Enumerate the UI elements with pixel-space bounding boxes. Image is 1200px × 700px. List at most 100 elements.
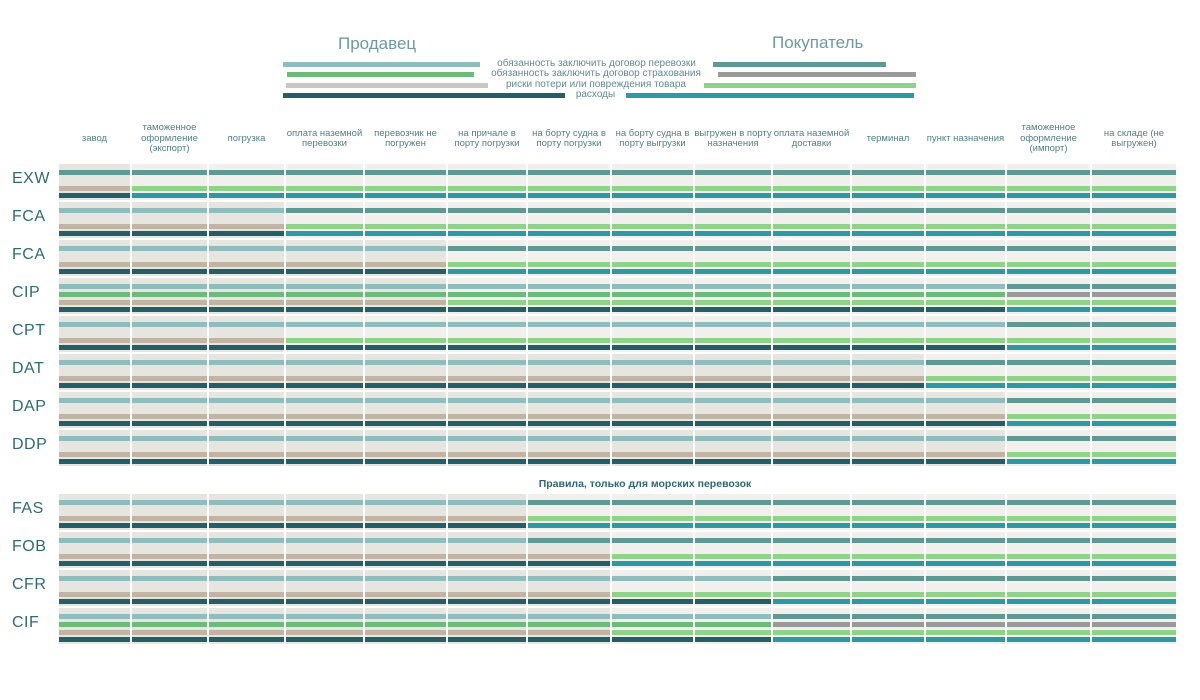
carriage-bar-seller [448,576,526,581]
cost-bar-buyer [1007,345,1090,350]
carriage-bar-seller [209,436,284,441]
carriage-bar-seller [773,436,850,441]
carriage-bar-seller [695,322,771,327]
cost-bar-buyer [695,523,771,528]
cost-bar-seller [209,383,284,388]
insurance-bar-seller [695,292,771,297]
cost-bar-seller [365,637,446,642]
risk-bar-seller [365,262,446,267]
carriage-bar-seller [612,576,693,581]
cost-bar-seller [695,637,771,642]
risk-bar-seller [448,452,526,457]
term-label: CFR [12,576,47,593]
cost-bar-seller [695,421,771,426]
carriage-bar-buyer [1007,208,1090,213]
cost-bar-seller [286,459,363,464]
column-header: оплата наземной доставки [773,127,850,149]
cost-bar-seller [528,421,610,426]
carriage-bar-seller [365,284,446,289]
risk-bar-buyer [926,592,1005,597]
risk-bar-buyer [1092,224,1176,229]
cost-bar-seller [528,459,610,464]
carriage-bar-seller [773,284,850,289]
risk-bar-buyer [612,186,693,191]
carriage-bar-seller [59,208,130,213]
cost-bar-seller [612,383,693,388]
insurance-bar-seller [448,292,526,297]
carriage-bar-buyer [852,576,924,581]
carriage-bar-seller [286,500,363,505]
cost-bar-buyer [773,193,850,198]
cost-bar-buyer [1092,561,1176,566]
cost-bar-buyer [852,561,924,566]
risk-bar-buyer [1007,224,1090,229]
carriage-bar-buyer [132,170,207,175]
carriage-bar-buyer [926,208,1005,213]
cost-bar-seller [59,421,130,426]
risk-bar-buyer [773,300,850,305]
risk-bar-seller [132,452,207,457]
risk-bar-seller [132,376,207,381]
cost-bar-seller [59,599,130,604]
cost-bar-buyer [1092,383,1176,388]
cost-bar-buyer [695,269,771,274]
cost-bar-seller [209,231,284,236]
risk-bar-seller [209,592,284,597]
cost-bar-seller [59,523,130,528]
risk-bar-seller [286,262,363,267]
risk-bar-seller [612,376,693,381]
risk-bar-seller [286,592,363,597]
cost-bar-buyer [612,561,693,566]
cost-bar-buyer [286,231,363,236]
risk-bar-buyer [926,630,1005,635]
carriage-bar-seller [695,360,771,365]
carriage-bar-buyer [852,208,924,213]
carriage-bar-seller [528,360,610,365]
risk-bar-seller [448,414,526,419]
insurance-bar-buyer [1092,292,1176,297]
carriage-bar-buyer [1007,436,1090,441]
carriage-bar-buyer [286,208,363,213]
cost-bar-buyer [1007,421,1090,426]
insurance-bar-buyer [852,622,924,627]
cost-bar-seller [773,345,850,350]
risk-bar-buyer [1092,338,1176,343]
carriage-bar-seller [695,576,771,581]
carriage-bar-seller [132,208,207,213]
carriage-bar-buyer [926,170,1005,175]
column-header: таможенное оформление (импорт) [1020,122,1077,155]
cost-bar-buyer [1007,383,1090,388]
column-header: на борту судна в порту выгрузки [615,127,690,149]
cost-bar-seller [59,637,130,642]
carriage-bar-seller [365,322,446,327]
risk-bar-seller [59,300,130,305]
risk-bar-seller [448,376,526,381]
cost-bar-seller [926,345,1005,350]
risk-bar-seller [773,452,850,457]
insurance-bar-seller [448,622,526,627]
column-header: таможенное оформление (экспорт) [141,122,198,155]
carriage-bar-buyer [1007,322,1090,327]
risk-bar-buyer [852,592,924,597]
insurance-bar-seller [365,622,446,627]
carriage-bar-seller [365,436,446,441]
cost-bar-seller [612,345,693,350]
cost-bar-seller [132,345,207,350]
carriage-bar-seller [612,398,693,403]
cost-bar-seller [132,523,207,528]
carriage-bar-buyer [528,170,610,175]
cost-bar-seller [286,561,363,566]
cost-bar-seller [209,459,284,464]
cost-bar-seller [365,307,446,312]
cost-bar-buyer [612,193,693,198]
risk-bar-seller [132,300,207,305]
carriage-bar-seller [59,576,130,581]
carriage-bar-seller [286,538,363,543]
carriage-bar-seller [132,576,207,581]
cost-bar-seller [926,307,1005,312]
risk-bar-buyer [852,516,924,521]
cost-bar-seller [528,637,610,642]
cost-bar-buyer [926,637,1005,642]
risk-bar-seller [132,338,207,343]
risk-bar-seller [612,414,693,419]
